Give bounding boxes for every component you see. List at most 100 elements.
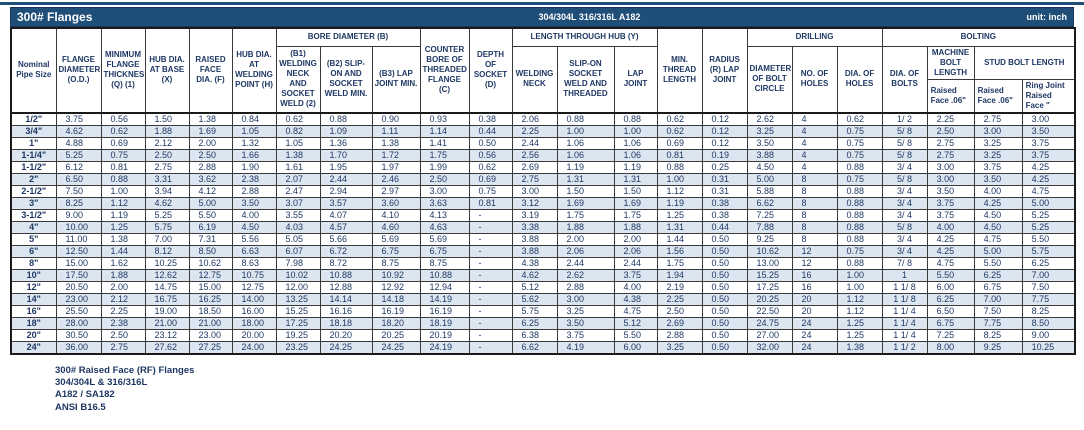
table-cell: 1 1/ 4	[881, 304, 928, 318]
table-cell: 0.31	[701, 172, 748, 186]
table-cell: 2.88	[556, 280, 615, 294]
table-cell: 0.81	[100, 160, 146, 174]
table-cell: 5.12	[511, 280, 558, 294]
table-cell: 1.61	[275, 160, 321, 174]
table-row: 1/2" 3.75 0.56 1.50 1.38 0.84 0.62 0.88 0.90 0.93…	[10, 111, 1076, 126]
table-cell: 3.88	[746, 148, 793, 162]
table-cell: 1.50	[556, 184, 615, 198]
table-cell: 2.07	[275, 172, 321, 186]
table-cell: 3/ 4	[881, 184, 928, 198]
pipe-size-cell: 2-1/2"	[10, 184, 57, 198]
table-cell: 1.11	[371, 124, 421, 138]
col-header-stud-raised-face: Raised Face .06"	[973, 78, 1023, 113]
table-cell: 2.44	[319, 172, 373, 186]
table-cell: 20.20	[319, 328, 373, 342]
table-cell: 3.19	[511, 208, 558, 222]
table-cell: 1.70	[319, 148, 373, 162]
table-cell: 8.75	[371, 256, 421, 270]
table-cell: 5.56	[231, 232, 277, 246]
table-cell: 3/ 4	[881, 160, 928, 174]
table-cell: 0.50	[701, 256, 748, 270]
table-cell: 4.62	[144, 196, 190, 210]
table-cell: 16.00	[231, 304, 277, 318]
table-cell: 9.25	[973, 340, 1023, 354]
table-cell: 8.12	[144, 244, 190, 258]
table-cell: 1.31	[656, 220, 703, 234]
group-header-length-through-hub: LENGTH THROUGH HUB (Y)	[511, 27, 658, 47]
table-cell: 4.00	[613, 280, 658, 294]
table-cell: 18.18	[319, 316, 373, 330]
table-cell: 5.69	[371, 232, 421, 246]
table-cell: 10.75	[231, 268, 277, 282]
table-cell: 7.25	[746, 208, 793, 222]
table-cell: 3.88	[511, 232, 558, 246]
table-cell: 1.88	[613, 220, 658, 234]
table-row: 16" 25.50 2.25 19.00 18.50 16.00 15.25 16.16 16.…	[10, 304, 1076, 318]
table-cell: 0.25	[701, 160, 748, 174]
table-cell: 2.25	[656, 292, 703, 306]
table-cell: -	[468, 244, 513, 258]
table-cell: 13.00	[746, 256, 793, 270]
table-cell: 4.38	[511, 256, 558, 270]
table-cell: 3.75	[926, 196, 975, 210]
table-cell: 7.88	[746, 220, 793, 234]
table-cell: 0.88	[656, 160, 703, 174]
table-cell: 4.12	[188, 184, 233, 198]
table-cell: 0.69	[468, 172, 513, 186]
table-cell: 2.62	[556, 268, 615, 282]
table-cell: 17.50	[55, 268, 102, 282]
table-cell: 0.75	[468, 184, 513, 198]
table-cell: 0.62	[100, 124, 146, 138]
table-cell: 7.75	[973, 316, 1023, 330]
table-cell: 3.63	[419, 196, 470, 210]
table-cell: 2.19	[656, 280, 703, 294]
pipe-size-cell: 24"	[10, 340, 57, 354]
table-cell: 1 1/ 2	[881, 340, 928, 354]
table-cell: 0.84	[231, 111, 277, 126]
table-cell: 24.75	[746, 316, 793, 330]
table-cell: 6.00	[926, 280, 975, 294]
table-cell: 12.94	[419, 280, 470, 294]
table-cell: 0.38	[701, 208, 748, 222]
table-cell: 3.75	[1021, 136, 1076, 150]
table-cell: 0.75	[836, 124, 883, 138]
table-cell: 2.44	[613, 256, 658, 270]
table-cell: 20.50	[55, 280, 102, 294]
table-cell: 24.25	[371, 340, 421, 354]
pipe-size-cell: 2"	[10, 172, 57, 186]
table-cell: 1.00	[100, 184, 146, 198]
header-group-row: Nominal Pipe Size FLANGE DIAMETER (O.D.)…	[10, 27, 1076, 113]
table-cell: 5.50	[1021, 232, 1076, 246]
table-cell: 0.12	[701, 111, 748, 126]
table-cell: -	[468, 232, 513, 246]
table-cell: 12.00	[275, 280, 321, 294]
col-header-no-of-holes: NO. OF HOLES	[791, 45, 838, 113]
table-cell: 4.03	[275, 220, 321, 234]
table-cell: 0.88	[836, 256, 883, 270]
table-cell: 23.00	[55, 292, 102, 306]
table-cell: 3.25	[973, 136, 1023, 150]
table-cell: 2.25	[100, 304, 146, 318]
table-cell: 2.12	[144, 136, 190, 150]
table-cell: 1.12	[836, 292, 883, 306]
table-cell: 0.93	[419, 111, 470, 126]
table-cell: 14.19	[419, 292, 470, 306]
table-cell: 0.50	[701, 304, 748, 318]
table-cell: 2.75	[926, 136, 975, 150]
table-cell: 5.25	[1021, 208, 1076, 222]
col-header-hub-dia-welding-point: HUB DIA. AT WELDING POINT (H)	[231, 27, 277, 113]
table-cell: 2.97	[371, 184, 421, 198]
table-cell: -	[468, 280, 513, 294]
table-row: 10" 17.50 1.88 12.62 12.75 10.75 10.02 10.88 10.…	[10, 268, 1076, 282]
table-cell: 4	[791, 160, 838, 174]
table-cell: 5.75	[1021, 244, 1076, 258]
table-cell: 15.00	[55, 256, 102, 270]
table-cell: 7.31	[188, 232, 233, 246]
table-row: 24" 36.00 2.75 27.62 27.25 24.00 23.25 24.25 24.…	[10, 340, 1076, 354]
table-cell: 0.88	[100, 172, 146, 186]
table-cell: 0.88	[836, 196, 883, 210]
table-cell: 5/ 8	[881, 124, 928, 138]
col-header-machine-bolt-length: MACHINE BOLT LENGTH	[926, 45, 975, 80]
table-cell: 10.25	[1021, 340, 1076, 354]
table-cell: -	[468, 304, 513, 318]
